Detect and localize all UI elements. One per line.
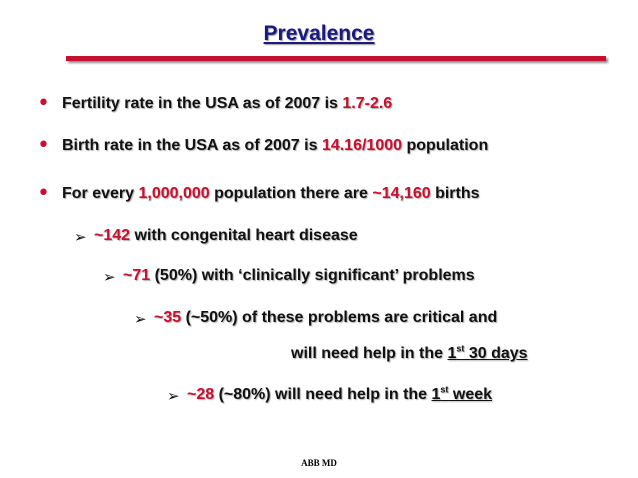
sub-bullet-text: (50%) with ‘clinically significant’ prob… — [150, 267, 475, 284]
bullet-text: births — [430, 185, 480, 202]
sub-bullet-significant: ~71 (50%) with ‘clinically significant’ … — [123, 267, 475, 285]
arrow-bullet-icon: ➢ — [167, 387, 180, 405]
slide-title: Prevalence — [263, 22, 375, 45]
births-value: ~14,160 — [372, 185, 431, 202]
bullet-birth-rate: Birth rate in the USA as of 2007 is 14.1… — [62, 137, 488, 155]
first-week-value: ~28 — [187, 386, 215, 403]
ordinal-number: 1st 30 days — [447, 343, 528, 362]
bullet-text: For every — [62, 185, 139, 202]
bullet-dot-icon: • — [37, 181, 50, 206]
sub-bullet-congenital: ~142 with congenital heart disease — [94, 227, 358, 245]
critical-value: ~35 — [154, 309, 182, 326]
ordinal-number: 1st week — [431, 384, 493, 403]
population-value: 1,000,000 — [138, 185, 210, 202]
congenital-value: ~142 — [94, 227, 131, 244]
bullet-text: Fertility rate in the USA as of 2007 is — [62, 95, 343, 112]
sub-bullet-text: will need help in the — [291, 345, 448, 362]
slide-footer: ABB MD — [301, 458, 337, 468]
sub-bullet-text: (~50%) of these problems are critical an… — [181, 309, 498, 326]
bullet-fertility-rate: Fertility rate in the USA as of 2007 is … — [62, 95, 392, 113]
arrow-bullet-icon: ➢ — [74, 228, 87, 246]
sub-bullet-text: with congenital heart disease — [130, 227, 358, 244]
arrow-bullet-icon: ➢ — [103, 268, 116, 286]
sub-bullet-critical-continuation: will need help in the 1st 30 days — [291, 343, 528, 363]
title-divider — [66, 56, 606, 61]
bullet-dot-icon: • — [37, 91, 50, 116]
bullet-text: Birth rate in the USA as of 2007 is — [62, 137, 322, 154]
fertility-rate-value: 1.7-2.6 — [342, 95, 393, 112]
bullet-births: For every 1,000,000 population there are… — [62, 185, 480, 203]
sub-bullet-text: (~80%) will need help in the — [214, 386, 432, 403]
significant-value: ~71 — [123, 267, 151, 284]
birth-rate-value: 14.16/1000 — [321, 137, 403, 154]
arrow-bullet-icon: ➢ — [134, 310, 147, 328]
bullet-text: population — [402, 137, 489, 154]
bullet-text: population there are — [209, 185, 373, 202]
sub-bullet-critical: ~35 (~50%) of these problems are critica… — [154, 309, 497, 327]
sub-bullet-first-week: ~28 (~80%) will need help in the 1st wee… — [187, 384, 493, 404]
bullet-dot-icon: • — [37, 133, 50, 158]
